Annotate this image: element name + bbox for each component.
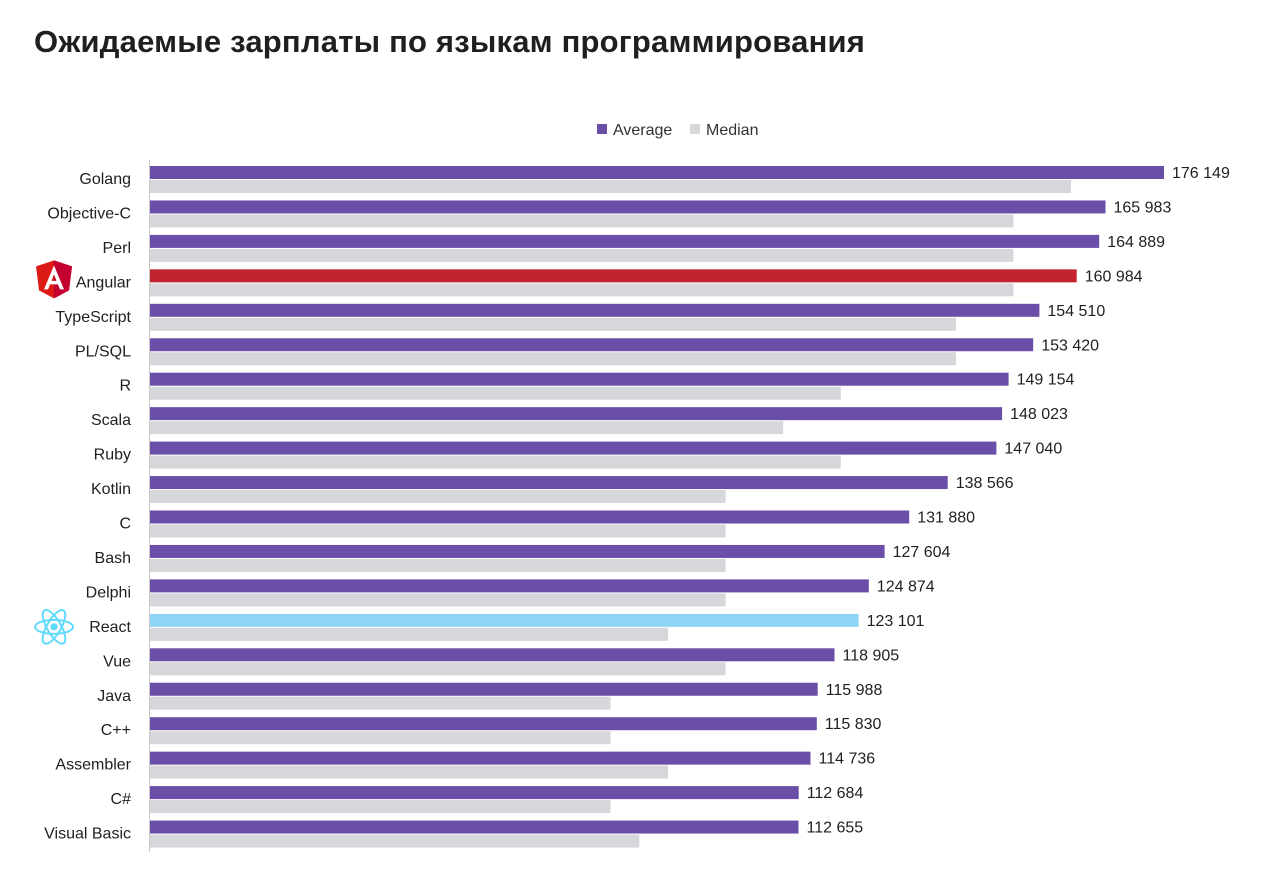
value-label-vue: 118 905 [843, 647, 900, 664]
bar-average-react [150, 613, 859, 627]
legend-label-median: Median [706, 122, 758, 139]
category-labels: Golang Objective-C Perl Angular TypeScript PL… [44, 171, 132, 843]
bar-average-pl-sql [150, 338, 1034, 352]
bar-average-c [150, 510, 910, 524]
category-label-vue: Vue [103, 653, 131, 670]
value-label-c: 131 880 [917, 510, 975, 527]
bar-median-angular [150, 283, 1014, 297]
bar-average-assembler [150, 751, 811, 765]
bar-median-visual-basic [150, 834, 640, 848]
bar-median-typescript [150, 317, 956, 331]
category-label-typescript: TypeScript [55, 309, 131, 326]
category-label-c: C [119, 516, 131, 533]
value-label-assembler: 114 736 [819, 751, 876, 768]
bar-average-golang [150, 166, 1164, 179]
value-label-typescript: 154 510 [1047, 303, 1105, 320]
value-label-golang: 176 149 [1172, 165, 1230, 182]
bar-average-java [150, 682, 818, 696]
category-label-visual-basic: Visual Basic [44, 826, 131, 843]
category-label-assembler: Assembler [55, 757, 131, 774]
value-label-react: 123 101 [867, 613, 925, 630]
bar-median-scala [150, 421, 784, 435]
bar-average-typescript [150, 303, 1040, 317]
react-logo-icon [34, 609, 74, 645]
category-label-angular: Angular [76, 274, 132, 291]
bar-average-delphi [150, 579, 869, 593]
bar-average-angular [150, 269, 1077, 283]
bar-median-c [150, 800, 611, 814]
angular-logo-icon [36, 260, 72, 299]
bar-average-visual-basic [150, 820, 799, 834]
legend: Average Median [597, 122, 758, 139]
bar-median-delphi [150, 593, 726, 607]
category-label-c: C# [111, 791, 132, 808]
value-label-java: 115 988 [826, 682, 883, 699]
chart-title: Ожидаемые зарплаты по языкам программиро… [34, 24, 866, 59]
legend-label-average: Average [613, 122, 672, 139]
bar-median-vue [150, 662, 726, 676]
value-label-visual-basic: 112 655 [807, 820, 864, 837]
value-label-perl: 164 889 [1107, 234, 1165, 251]
bar-median-react [150, 627, 669, 641]
bar-median-r [150, 386, 841, 400]
bar-median-golang [150, 180, 1071, 193]
legend-swatch-median [690, 124, 700, 134]
value-label-bash: 127 604 [893, 544, 951, 561]
category-label-delphi: Delphi [86, 584, 131, 601]
category-label-bash: Bash [95, 550, 131, 567]
bar-average-ruby [150, 441, 997, 455]
legend-swatch-average [597, 124, 607, 134]
value-label-angular: 160 984 [1085, 268, 1143, 285]
category-label-kotlin: Kotlin [91, 481, 131, 498]
bar-average-r [150, 372, 1009, 386]
category-label-react: React [89, 619, 131, 636]
value-label-objective-c: 165 983 [1114, 199, 1172, 216]
bar-median-perl [150, 248, 1014, 262]
bar-median-c [150, 731, 611, 745]
category-label-perl: Perl [103, 240, 131, 257]
bar-average-c [150, 786, 799, 800]
bar-median-pl-sql [150, 352, 956, 366]
category-label-r: R [119, 378, 131, 395]
bar-median-java [150, 696, 611, 710]
bar-median-assembler [150, 765, 669, 779]
bar-median-ruby [150, 455, 841, 469]
bars-layer [150, 166, 1164, 848]
bar-median-c [150, 524, 726, 538]
bar-average-scala [150, 407, 1003, 421]
category-label-objective-c: Objective-C [47, 205, 131, 222]
value-label-r: 149 154 [1017, 372, 1075, 389]
bar-average-perl [150, 234, 1100, 248]
category-label-c: C++ [101, 722, 131, 739]
value-label-scala: 148 023 [1010, 406, 1068, 423]
category-label-scala: Scala [91, 412, 131, 429]
icons-layer [34, 260, 74, 645]
category-label-java: Java [97, 688, 131, 705]
category-label-ruby: Ruby [94, 447, 131, 464]
value-label-c: 112 684 [807, 785, 864, 802]
bar-median-kotlin [150, 490, 726, 504]
bar-average-kotlin [150, 476, 948, 490]
value-label-delphi: 124 874 [877, 578, 935, 595]
bar-median-objective-c [150, 214, 1014, 228]
bar-average-vue [150, 648, 835, 662]
bar-average-bash [150, 544, 885, 558]
bar-median-bash [150, 558, 726, 572]
category-label-pl-sql: PL/SQL [75, 343, 131, 360]
bar-average-objective-c [150, 200, 1106, 214]
bar-average-c [150, 717, 817, 731]
value-label-ruby: 147 040 [1004, 441, 1062, 458]
value-label-pl-sql: 153 420 [1041, 337, 1099, 354]
value-label-kotlin: 138 566 [956, 475, 1014, 492]
category-label-golang: Golang [79, 171, 131, 188]
value-label-c: 115 830 [825, 716, 882, 733]
